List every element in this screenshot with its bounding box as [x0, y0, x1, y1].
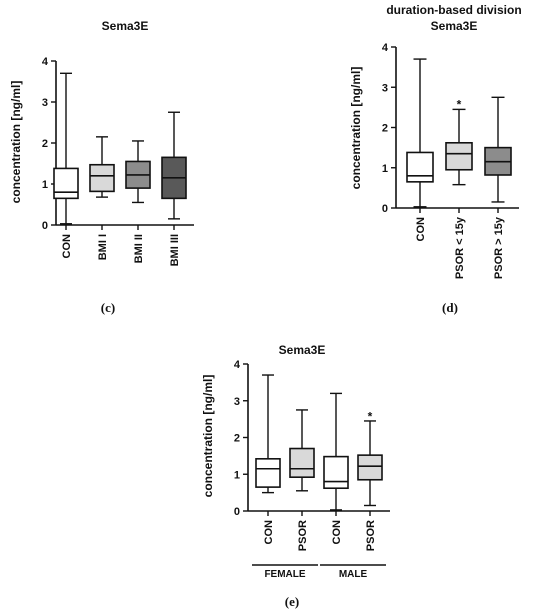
chart-title-line-2: Sema3E: [431, 19, 478, 33]
category-label: PSOR: [365, 520, 377, 551]
y-tick-label: 2: [42, 138, 48, 150]
chart-title: Sema3E: [279, 343, 326, 357]
box-1: [289, 409, 315, 492]
box-1: [445, 108, 473, 186]
iqr-box: [255, 458, 281, 488]
category-label: PSOR: [297, 520, 309, 551]
category-label: CON: [263, 520, 275, 545]
panel-e-chart: Sema3E concentration [ng/ml] 0 1 2 3 4 CON PSO…: [201, 343, 390, 609]
y-axis-label: concentration [ng/ml]: [9, 81, 23, 204]
panel-label: (e): [285, 594, 299, 609]
chart-title-line-1: duration-based division: [386, 3, 521, 17]
y-tick-label: 4: [234, 359, 241, 371]
chart-title: Sema3E: [102, 19, 149, 33]
category-label: BMI II: [133, 234, 145, 263]
y-tick-label: 1: [42, 179, 48, 191]
panel-label: (d): [442, 300, 458, 315]
category-label: PSOR > 15y: [493, 216, 505, 279]
y-tick-label: 4: [382, 42, 389, 54]
y-tick-label: 0: [42, 220, 48, 232]
y-axis-label: concentration [ng/ml]: [201, 375, 215, 498]
y-tick-label: 3: [42, 97, 48, 109]
y-tick-label: 2: [382, 123, 388, 135]
y-tick-label: 1: [382, 163, 388, 175]
category-label: CON: [61, 234, 73, 259]
box-3: [161, 111, 187, 220]
y-tick-label: 4: [42, 56, 49, 68]
box-0: [255, 374, 281, 494]
box-0: [53, 72, 79, 225]
plot-area: 0 1 2 3 4 CON PSOR CON PSOR * FEMALE MALE: [234, 359, 390, 580]
iqr-box: [53, 167, 79, 200]
panel-c-chart: Sema3E concentration [ng/ml] 0 1 2 3 4 CON BMI…: [9, 19, 194, 315]
significance-marker: *: [368, 410, 373, 424]
significance-marker: *: [457, 98, 462, 112]
box-1: [89, 136, 115, 198]
box-0: [406, 58, 434, 208]
plot-area: 0 1 2 3 4 CON PSOR < 15y PSOR > 15y *: [382, 42, 519, 279]
y-tick-label: 0: [382, 203, 388, 215]
category-label: CON: [331, 520, 343, 545]
plot-area: 0 1 2 3 4 CON BMI I BMI II BMI III: [42, 56, 194, 266]
box-2: [323, 392, 349, 511]
iqr-box: [323, 455, 349, 490]
iqr-box: [406, 151, 434, 183]
category-label: PSOR < 15y: [454, 216, 466, 279]
category-label: CON: [415, 217, 427, 242]
box-3: [357, 420, 383, 507]
category-label: BMI I: [97, 234, 109, 260]
y-axis-label: concentration [ng/ml]: [349, 67, 363, 190]
y-tick-label: 0: [234, 506, 240, 518]
iqr-box: [289, 447, 315, 478]
box-2: [125, 140, 151, 204]
iqr-box: [89, 163, 115, 193]
panel-d-chart: duration-based division Sema3E concentra…: [349, 3, 522, 315]
category-label: BMI III: [169, 234, 181, 266]
group-label: MALE: [339, 569, 368, 580]
y-tick-label: 2: [234, 433, 240, 445]
box-2: [484, 96, 512, 203]
iqr-box: [357, 454, 383, 481]
y-tick-label: 3: [234, 396, 240, 408]
y-tick-label: 3: [382, 82, 388, 94]
iqr-box: [445, 141, 473, 171]
panel-label: (c): [101, 300, 115, 315]
group-label: FEMALE: [264, 569, 305, 580]
y-tick-label: 1: [234, 469, 240, 481]
